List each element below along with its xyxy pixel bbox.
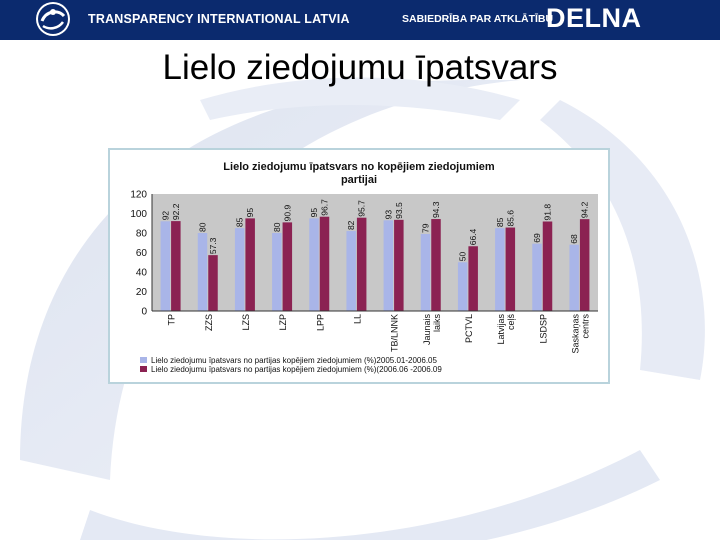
bar-series-1 [420,233,431,311]
data-label: 80 [198,222,208,232]
chart-title: Lielo ziedojumu īpatsvars no kopējiem zi… [110,161,608,187]
brand-logo-text: DELNA [546,3,642,33]
data-label: 93 [383,210,393,220]
bar-series-2 [245,218,255,311]
data-label: 68 [569,234,579,244]
data-label: 57.3 [208,237,218,254]
bar-series-1 [383,220,394,311]
bar-series-1 [309,218,319,311]
data-label: 95 [245,208,255,218]
bar-series-1 [569,244,579,311]
bar-series-1 [457,262,468,311]
bar-series-1 [272,233,282,311]
data-label: 80 [272,222,282,232]
y-tick-label: 40 [136,268,148,279]
data-label: 92 [160,211,170,221]
bar-series-1 [160,221,171,311]
category-label: ceļš [506,314,516,331]
data-label: 95 [309,208,319,218]
category-label: ZZS [204,314,214,331]
data-label: 95.7 [357,200,367,217]
chart-panel: Lielo ziedojumu īpatsvars no kopējiem zi… [108,148,610,384]
y-tick-label: 60 [136,248,148,259]
category-label: laiks [432,314,442,333]
category-label: Saskaņas [570,314,580,354]
bar-series-2 [356,217,367,311]
legend-label: Lielo ziedojumu īpatsvars no partijas ko… [151,365,442,374]
data-label: 93.5 [394,202,404,219]
transparency-international-logo [36,2,70,36]
data-label: 82 [346,220,356,230]
category-label: PCTVL [464,314,474,343]
category-label: centrs [580,314,590,339]
data-label: 79 [421,223,431,233]
data-label: 69 [532,233,542,243]
category-label: Latvijas [496,314,506,345]
header-bar: TRANSPARENCY INTERNATIONAL LATVIA SABIED… [0,0,720,40]
bar-series-2 [431,219,441,311]
org-name: TRANSPARENCY INTERNATIONAL LATVIA [88,12,350,26]
bar-series-1 [234,228,245,311]
bar-series-2 [542,221,553,311]
y-tick-label: 100 [130,209,147,220]
bar-series-2 [171,221,181,311]
category-label: LPP [315,314,325,331]
bar-series-1 [495,228,505,311]
data-label: 94.3 [431,201,441,218]
chart-title-line-1: Lielo ziedojumu īpatsvars no kopējiem zi… [223,161,495,173]
bar-series-2 [282,222,293,311]
slide-title: Lielo ziedojumu īpatsvars [162,48,558,87]
data-label: 94.2 [580,201,590,218]
data-label: 92.2 [171,203,181,220]
bar-series-2 [319,216,330,311]
org-tagline: SABIEDRĪBA PAR ATKLĀTĪBU [402,13,554,25]
data-label: 66.4 [468,228,478,245]
bar-series-2 [579,219,590,311]
category-label: LZS [241,314,251,331]
category-label: LSDSP [538,314,548,344]
data-label: 85 [495,217,505,227]
y-tick-label: 0 [141,307,147,318]
y-tick-label: 80 [136,229,148,240]
y-tick-label: 120 [130,190,147,201]
plot-area [152,194,598,311]
data-label: 50 [458,252,468,262]
data-label: 96.7 [320,199,330,216]
bar-series-2 [468,246,478,311]
bar-series-2 [505,227,516,311]
legend-swatch [140,357,147,363]
category-label: TB/LNNK [390,314,400,352]
category-label: Jaunais [422,314,432,346]
bar-series-1 [346,231,356,311]
data-label: 91.8 [543,204,553,221]
data-label: 90.9 [282,205,292,222]
legend-label: Lielo ziedojumu īpatsvars no partijas ko… [151,356,437,365]
data-label: 85 [235,217,245,227]
category-label: TP [167,314,177,326]
bar-series-2 [394,219,404,311]
bar-series-1 [197,233,208,311]
category-label: LL [352,314,362,324]
bar-series-1 [532,243,542,311]
y-tick-label: 20 [136,287,148,298]
data-label: 85.6 [505,210,515,227]
chart-title-line-2: partijai [340,174,378,186]
globe-logo-icon [38,4,68,34]
category-label: LZP [278,314,288,331]
bar-series-2 [208,255,218,311]
legend-swatch [140,366,147,372]
